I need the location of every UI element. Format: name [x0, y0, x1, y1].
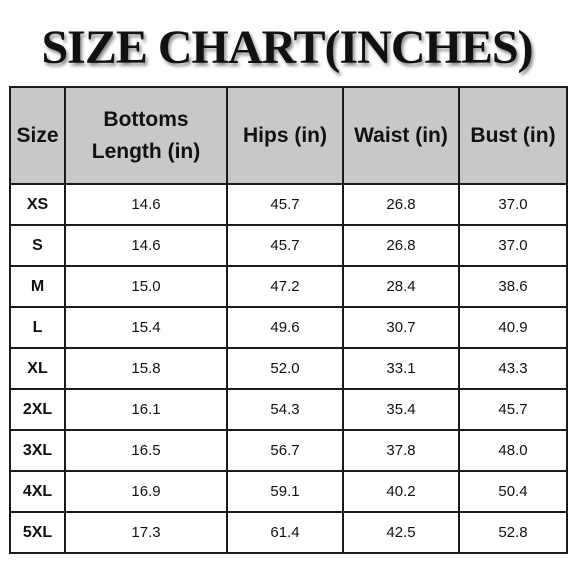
- cell-hips: 59.1: [226, 470, 344, 513]
- header-bottoms-length: Bottoms Length (in): [64, 86, 228, 185]
- header-hips: Hips (in): [226, 86, 344, 185]
- cell-hips: 47.2: [226, 265, 344, 308]
- table-row: S 14.6 45.7 26.8 37.0: [9, 224, 568, 267]
- cell-bust: 37.0: [458, 183, 568, 226]
- table-row: 4XL 16.9 59.1 40.2 50.4: [9, 470, 568, 513]
- cell-size: XL: [9, 347, 66, 390]
- cell-size: 2XL: [9, 388, 66, 431]
- header-bust: Bust (in): [458, 86, 568, 185]
- cell-bottoms-length: 16.9: [64, 470, 228, 513]
- cell-bust: 40.9: [458, 306, 568, 349]
- table-row: 5XL 17.3 61.4 42.5 52.8: [9, 511, 568, 554]
- cell-waist: 26.8: [342, 224, 460, 267]
- cell-size: L: [9, 306, 66, 349]
- cell-bottoms-length: 14.6: [64, 224, 228, 267]
- table-row: M 15.0 47.2 28.4 38.6: [9, 265, 568, 308]
- table-row: XL 15.8 52.0 33.1 43.3: [9, 347, 568, 390]
- cell-bottoms-length: 16.1: [64, 388, 228, 431]
- cell-size: 3XL: [9, 429, 66, 472]
- cell-hips: 45.7: [226, 183, 344, 226]
- cell-hips: 56.7: [226, 429, 344, 472]
- cell-bottoms-length: 14.6: [64, 183, 228, 226]
- cell-hips: 49.6: [226, 306, 344, 349]
- cell-waist: 30.7: [342, 306, 460, 349]
- cell-bottoms-length: 15.0: [64, 265, 228, 308]
- cell-bottoms-length: 15.8: [64, 347, 228, 390]
- cell-hips: 61.4: [226, 511, 344, 554]
- table-body: XS 14.6 45.7 26.8 37.0 S 14.6 45.7 26.8 37.0 M 15.0…: [9, 183, 568, 554]
- cell-bust: 37.0: [458, 224, 568, 267]
- cell-bust: 48.0: [458, 429, 568, 472]
- cell-hips: 45.7: [226, 224, 344, 267]
- cell-waist: 33.1: [342, 347, 460, 390]
- cell-bust: 52.8: [458, 511, 568, 554]
- size-chart-table: Size Bottoms Length (in) Hips (in) Waist…: [9, 86, 568, 554]
- cell-waist: 28.4: [342, 265, 460, 308]
- cell-waist: 35.4: [342, 388, 460, 431]
- page-title: SIZE CHART(INCHES): [41, 21, 533, 74]
- cell-bust: 43.3: [458, 347, 568, 390]
- cell-bust: 45.7: [458, 388, 568, 431]
- header-waist: Waist (in): [342, 86, 460, 185]
- cell-waist: 42.5: [342, 511, 460, 554]
- cell-size: M: [9, 265, 66, 308]
- table-row: L 15.4 49.6 30.7 40.9: [9, 306, 568, 349]
- table-row: 2XL 16.1 54.3 35.4 45.7: [9, 388, 568, 431]
- cell-size: 5XL: [9, 511, 66, 554]
- cell-bust: 50.4: [458, 470, 568, 513]
- cell-waist: 40.2: [342, 470, 460, 513]
- cell-size: 4XL: [9, 470, 66, 513]
- cell-bottoms-length: 16.5: [64, 429, 228, 472]
- table-row: XS 14.6 45.7 26.8 37.0: [9, 183, 568, 226]
- header-size: Size: [9, 86, 66, 185]
- cell-waist: 26.8: [342, 183, 460, 226]
- header-row: Size Bottoms Length (in) Hips (in) Waist…: [9, 86, 568, 185]
- cell-hips: 54.3: [226, 388, 344, 431]
- table-row: 3XL 16.5 56.7 37.8 48.0: [9, 429, 568, 472]
- cell-waist: 37.8: [342, 429, 460, 472]
- cell-hips: 52.0: [226, 347, 344, 390]
- cell-bust: 38.6: [458, 265, 568, 308]
- cell-bottoms-length: 17.3: [64, 511, 228, 554]
- cell-size: S: [9, 224, 66, 267]
- cell-bottoms-length: 15.4: [64, 306, 228, 349]
- cell-size: XS: [9, 183, 66, 226]
